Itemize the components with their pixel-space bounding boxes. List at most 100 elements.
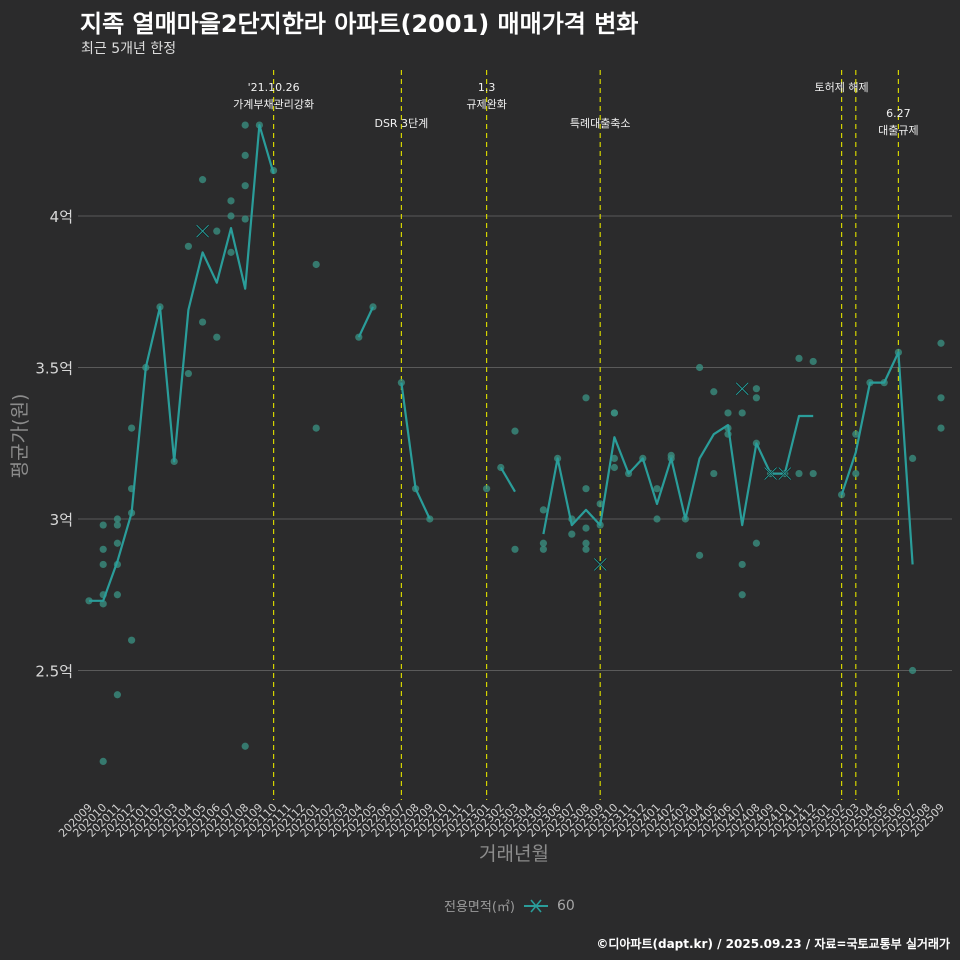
footer-credit: ©디아파트(dapt.kr) / 2025.09.23 / 자료=국토교통부 실…	[596, 937, 950, 951]
legend: 전용면적(㎡) 60	[444, 896, 575, 916]
data-point	[582, 485, 590, 493]
data-point	[128, 636, 136, 644]
x-marker	[778, 466, 792, 481]
data-point	[582, 524, 590, 532]
data-point	[610, 454, 619, 462]
data-point	[539, 506, 548, 514]
data-point	[738, 591, 746, 599]
x-marker-stroke	[764, 467, 777, 480]
x-marker-stroke	[735, 382, 749, 396]
data-point	[241, 742, 249, 750]
data-point	[752, 539, 761, 547]
series-line-60	[840, 351, 914, 565]
data-point	[99, 757, 107, 766]
data-point	[582, 545, 590, 553]
series-line-60	[542, 414, 814, 535]
event-label: 6.27	[886, 107, 911, 120]
event-label: '21.10.26	[248, 81, 300, 94]
data-point	[213, 333, 221, 341]
data-point	[596, 500, 604, 508]
data-point	[752, 385, 761, 393]
data-point	[852, 469, 860, 478]
data-point	[113, 539, 121, 547]
data-point	[99, 600, 107, 608]
data-point	[241, 215, 249, 223]
data-point	[511, 545, 519, 553]
event-label: 대출규제	[878, 124, 918, 137]
y-tick-label: 3억	[50, 511, 73, 529]
mark-layer	[195, 224, 792, 572]
data-point	[312, 260, 320, 269]
data-point	[809, 357, 817, 366]
data-point	[483, 485, 491, 493]
data-point	[852, 430, 860, 438]
y-tick-label: 2.5억	[35, 663, 73, 681]
data-point	[99, 521, 107, 529]
event-label: DSR 3단계	[374, 117, 428, 130]
data-point	[752, 394, 761, 402]
data-point	[113, 521, 121, 529]
data-point	[511, 427, 519, 435]
y-axis-label: 평균가(원)	[9, 394, 31, 479]
data-point	[227, 248, 235, 256]
data-point	[184, 242, 192, 250]
data-point	[937, 339, 945, 347]
x-marker-stroke	[778, 467, 792, 480]
data-point	[539, 545, 548, 553]
line-layer	[89, 124, 914, 602]
event-label: 토허제 해제	[815, 80, 869, 94]
event-label: 특례대출축소	[570, 117, 631, 130]
x-axis-label: 거래년월	[479, 843, 549, 865]
x-marker-stroke	[593, 558, 607, 571]
data-point	[128, 424, 136, 432]
data-point	[738, 560, 746, 569]
data-point	[241, 182, 249, 190]
data-point	[113, 591, 121, 599]
data-point	[809, 469, 817, 478]
data-point	[199, 318, 207, 326]
event-label: 1.3	[478, 81, 496, 94]
y-tick-label: 3.5억	[35, 360, 73, 378]
y-tick-label: 4억	[50, 208, 73, 226]
data-point	[113, 691, 121, 699]
data-point	[696, 551, 704, 559]
data-point	[568, 530, 576, 538]
data-point	[582, 539, 590, 547]
x-marker	[763, 466, 778, 481]
point-layer	[85, 121, 945, 766]
series-line-60	[400, 382, 431, 520]
data-point	[667, 451, 675, 459]
data-point	[937, 424, 945, 432]
legend-title: 전용면적(㎡)	[444, 900, 515, 915]
data-point	[610, 409, 619, 417]
data-point	[241, 121, 249, 129]
series-line-60	[89, 124, 275, 602]
data-point	[653, 485, 661, 493]
grid-layer	[78, 215, 952, 671]
data-point	[312, 424, 320, 432]
data-point	[653, 515, 661, 523]
data-point	[795, 354, 803, 363]
data-point	[199, 176, 207, 184]
data-point	[99, 545, 107, 553]
data-point	[184, 369, 192, 378]
data-point	[909, 454, 917, 462]
series-line-60	[357, 306, 374, 338]
data-point	[724, 409, 732, 417]
data-point	[909, 666, 917, 675]
data-point	[696, 363, 704, 372]
data-point	[738, 409, 746, 417]
chart-title: 지족 열매마을2단지한라 아파트(2001) 매매가격 변화	[80, 10, 639, 38]
data-point	[582, 394, 590, 402]
chart-subtitle: 최근 5개년 한정	[81, 41, 177, 57]
legend-value: 60	[556, 897, 575, 914]
legend-line-x-icon	[523, 898, 548, 913]
data-point	[113, 515, 121, 523]
data-point	[99, 560, 107, 569]
series-line-60	[499, 466, 516, 493]
data-point	[539, 539, 548, 547]
data-point	[227, 212, 235, 220]
data-point	[241, 151, 249, 159]
